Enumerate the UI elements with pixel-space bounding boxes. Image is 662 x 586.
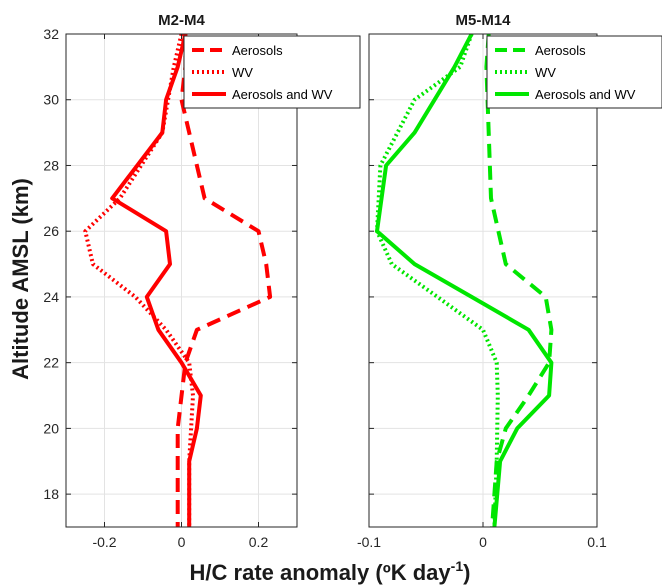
panel-title: M2-M4 [158, 12, 205, 29]
panel-1: -0.2 0 0.21820222426283032M2-M4AerosolsWVA… [43, 12, 361, 550]
legend: Aerosols WV Aerosols and WV [486, 35, 662, 109]
x-axis-label-superscript: -1 [451, 558, 464, 574]
legend-label-2: WV [535, 65, 556, 80]
series-group [83, 34, 273, 527]
y-tick-label: 22 [43, 355, 59, 371]
series-line-3 [110, 34, 203, 527]
legend-label-1: Aerosols [535, 43, 586, 58]
y-tick-label: 26 [43, 223, 59, 239]
x-tick-label: -0.2 [92, 534, 116, 550]
x-tick-label: 0.2 [249, 534, 269, 550]
y-tick-label: 32 [43, 26, 59, 42]
legend-label-1: Aerosols [232, 43, 283, 58]
y-tick-label: 20 [43, 420, 59, 436]
series-group [375, 34, 554, 527]
series-line-2 [83, 34, 195, 527]
series-line-2 [375, 34, 500, 527]
x-tick-label: 0 [178, 534, 186, 550]
legend-label-3: Aerosols and WV [232, 87, 333, 102]
y-tick-label: 30 [43, 92, 59, 108]
panels: -0.2 0 0.21820222426283032M2-M4AerosolsWVA… [43, 12, 662, 550]
x-tick-label: 0.1 [587, 534, 607, 550]
legend-label-3: Aerosols and WV [535, 87, 636, 102]
x-axis-label-close: ) [463, 560, 470, 585]
series-line-1 [484, 34, 554, 527]
legend: Aerosols WV Aerosols and WV [183, 35, 361, 109]
y-tick-label: 18 [43, 486, 59, 502]
series-line-3 [375, 34, 554, 527]
y-axis-label: Altitude AMSL (km) [8, 178, 33, 380]
x-tick-label: 0 [479, 534, 487, 550]
legend-label-2: WV [232, 65, 253, 80]
y-tick-label: 24 [43, 289, 59, 305]
x-axis-label: H/C rate anomaly (ºK day-1) [190, 558, 471, 585]
y-tick-label: 28 [43, 157, 59, 173]
x-axis-label-main: H/C rate anomaly (ºK day [190, 560, 452, 585]
panel-title: M5-M14 [455, 12, 511, 29]
x-tick-label: -0.1 [357, 534, 381, 550]
panel-2: -0.1 0 0.1 M5-M14 Aerosols WV Aerosols and WV [357, 12, 662, 550]
series-line-1 [175, 34, 273, 527]
